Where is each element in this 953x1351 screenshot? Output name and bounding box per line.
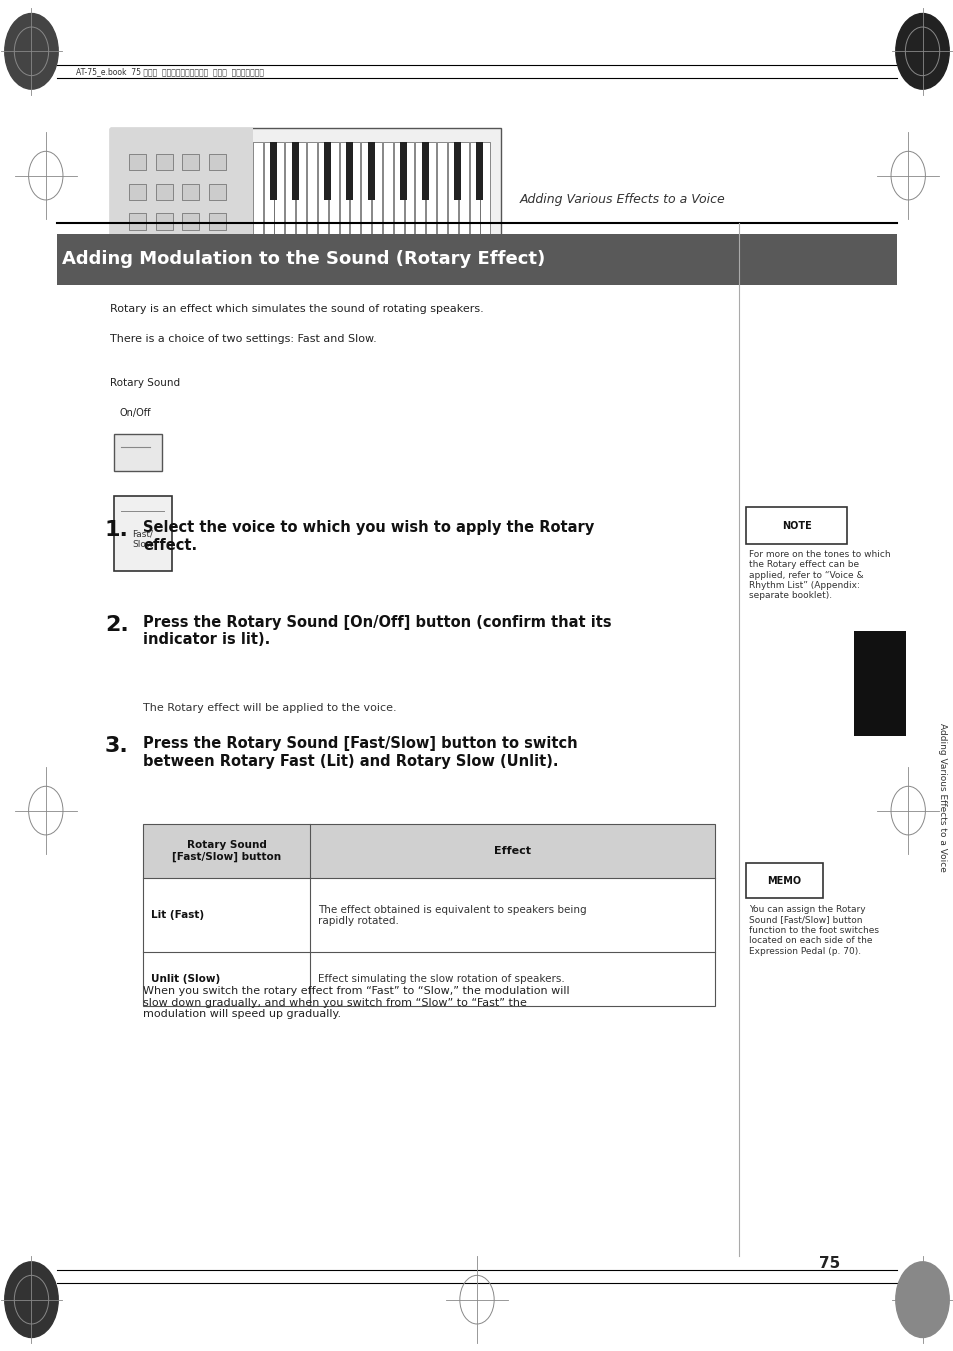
Text: Fast/
Slow: Fast/ Slow (132, 530, 153, 549)
Bar (317, 142, 328, 236)
Text: Lit (Fast): Lit (Fast) (151, 911, 204, 920)
Text: For more on the tones to which
the Rotary effect can be
applied, refer to “Voice: For more on the tones to which the Rotar… (748, 550, 889, 600)
Bar (426, 142, 436, 236)
Text: There is a choice of two settings: Fast and Slow.: There is a choice of two settings: Fast … (110, 334, 376, 343)
Bar (155, 184, 172, 200)
Bar (209, 154, 226, 170)
Bar (274, 142, 284, 236)
FancyBboxPatch shape (110, 128, 500, 250)
Bar (448, 142, 457, 236)
Bar (182, 213, 199, 230)
Text: Adding Modulation to the Sound (Rotary Effect): Adding Modulation to the Sound (Rotary E… (62, 250, 545, 269)
Bar (285, 142, 294, 236)
Bar (182, 154, 199, 170)
Bar (339, 142, 349, 236)
Text: Unlit (Slow): Unlit (Slow) (151, 974, 220, 985)
Bar (270, 142, 277, 200)
FancyBboxPatch shape (113, 496, 172, 571)
Bar (400, 142, 407, 200)
Text: Select the voice to which you wish to apply the Rotary
effect.: Select the voice to which you wish to ap… (143, 520, 594, 553)
Bar (421, 142, 429, 200)
Bar (143, 824, 715, 1006)
Bar (295, 142, 306, 236)
Bar (263, 142, 274, 236)
Bar (209, 184, 226, 200)
Text: 3.: 3. (105, 736, 129, 757)
Bar (155, 213, 172, 230)
Bar (292, 142, 298, 200)
Bar (394, 142, 403, 236)
Bar (209, 213, 226, 230)
Bar (346, 142, 353, 200)
Bar (454, 142, 461, 200)
Text: When you switch the rotary effect from “Fast” to “Slow,” the modulation will
slo: When you switch the rotary effect from “… (143, 986, 569, 1020)
Bar (480, 142, 490, 236)
Bar (458, 142, 468, 236)
Text: You can assign the Rotary
Sound [Fast/Slow] button
function to the foot switches: You can assign the Rotary Sound [Fast/Sl… (748, 905, 878, 955)
Bar (469, 142, 479, 236)
Bar (324, 142, 331, 200)
Text: Rotary Sound
[Fast/Slow] button: Rotary Sound [Fast/Slow] button (172, 840, 281, 862)
Circle shape (895, 1262, 948, 1337)
Bar (129, 154, 146, 170)
FancyBboxPatch shape (745, 507, 846, 544)
Text: Rotary Sound: Rotary Sound (110, 378, 180, 388)
Text: 2.: 2. (105, 615, 129, 635)
Bar (367, 142, 375, 200)
Text: Effect: Effect (494, 846, 531, 857)
Bar (182, 184, 199, 200)
Bar (404, 142, 414, 236)
Circle shape (895, 14, 948, 89)
Text: The effect obtained is equivalent to speakers being
rapidly rotated.: The effect obtained is equivalent to spe… (317, 905, 586, 925)
Text: Rotary is an effect which simulates the sound of rotating speakers.: Rotary is an effect which simulates the … (110, 304, 483, 313)
Bar (155, 154, 172, 170)
FancyBboxPatch shape (113, 434, 162, 471)
Bar (361, 142, 371, 236)
Circle shape (5, 14, 58, 89)
Text: AT-75_e.book  75 ページ  ２００８年８月２１日  木曜日  午前１０時９分: AT-75_e.book 75 ページ ２００８年８月２１日 木曜日 午前１０時… (76, 68, 264, 76)
Bar (436, 142, 447, 236)
Text: Effect simulating the slow rotation of speakers.: Effect simulating the slow rotation of s… (317, 974, 564, 985)
Bar (853, 631, 905, 736)
Bar (307, 142, 316, 236)
Bar (382, 142, 393, 236)
Bar (372, 142, 381, 236)
Bar (129, 184, 146, 200)
Text: 75: 75 (819, 1255, 840, 1271)
Bar (129, 213, 146, 230)
Text: NOTE: NOTE (781, 520, 811, 531)
FancyBboxPatch shape (57, 234, 896, 285)
Bar (329, 142, 338, 236)
Bar (143, 824, 715, 878)
Text: Press the Rotary Sound [Fast/Slow] button to switch
between Rotary Fast (Lit) an: Press the Rotary Sound [Fast/Slow] butto… (143, 736, 578, 769)
Text: Press the Rotary Sound [On/Off] button (confirm that its
indicator is lit).: Press the Rotary Sound [On/Off] button (… (143, 615, 611, 647)
Bar (476, 142, 482, 200)
Bar (350, 142, 360, 236)
Text: Adding Various Effects to a Voice: Adding Various Effects to a Voice (937, 723, 946, 871)
Bar (253, 142, 262, 236)
Bar (110, 128, 253, 250)
Bar (415, 142, 425, 236)
Text: MEMO: MEMO (766, 875, 801, 886)
FancyBboxPatch shape (745, 863, 822, 898)
Circle shape (5, 1262, 58, 1337)
Text: The Rotary effect will be applied to the voice.: The Rotary effect will be applied to the… (143, 703, 396, 712)
Text: On/Off: On/Off (119, 408, 151, 417)
Text: Adding Various Effects to a Voice: Adding Various Effects to a Voice (518, 193, 724, 207)
Text: 1.: 1. (105, 520, 129, 540)
